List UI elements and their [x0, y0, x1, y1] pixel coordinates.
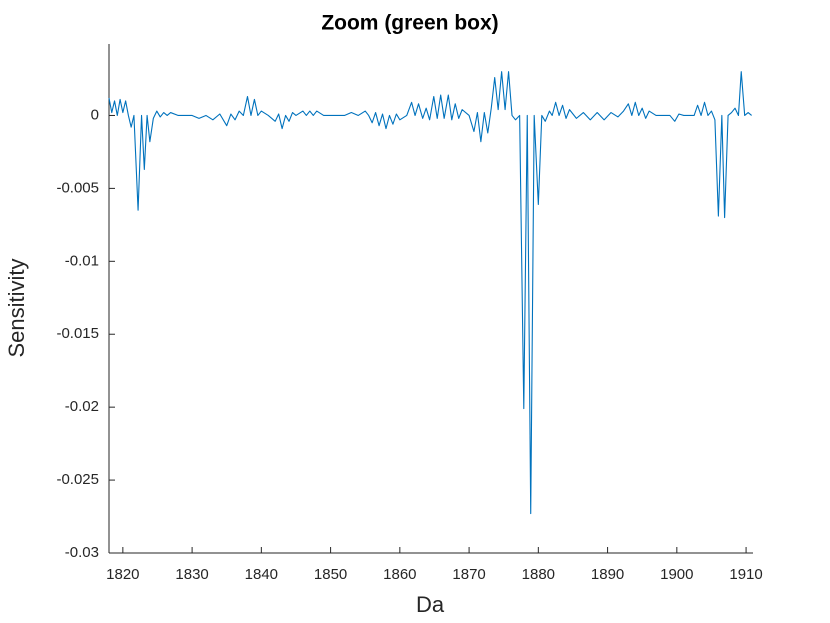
chart-title: Zoom (green box)	[321, 12, 498, 35]
x-tick-label: 1880	[522, 566, 555, 583]
y-tick-label: -0.03	[65, 544, 99, 561]
x-tick-label: 1900	[660, 566, 693, 583]
x-tick-label: 1910	[729, 566, 762, 583]
y-tick-label: -0.02	[65, 398, 99, 415]
x-tick-label: 1820	[106, 566, 139, 583]
y-tick-label: -0.01	[65, 252, 99, 269]
y-axis-label: Sensitivity	[4, 258, 29, 357]
x-tick-label: 1830	[175, 566, 208, 583]
x-tick-label: 1840	[245, 566, 278, 583]
x-axis-label: Da	[416, 592, 445, 617]
x-tick-label: 1860	[383, 566, 416, 583]
x-tick-label: 1870	[452, 566, 485, 583]
y-tick-label: -0.015	[56, 325, 99, 342]
y-tick-label: -0.025	[56, 471, 99, 488]
line-series	[108, 71, 752, 515]
x-tick-label: 1850	[314, 566, 347, 583]
y-tick-label: 0	[91, 106, 99, 123]
x-tick-label: 1890	[591, 566, 624, 583]
y-tick-label: -0.005	[56, 179, 99, 196]
